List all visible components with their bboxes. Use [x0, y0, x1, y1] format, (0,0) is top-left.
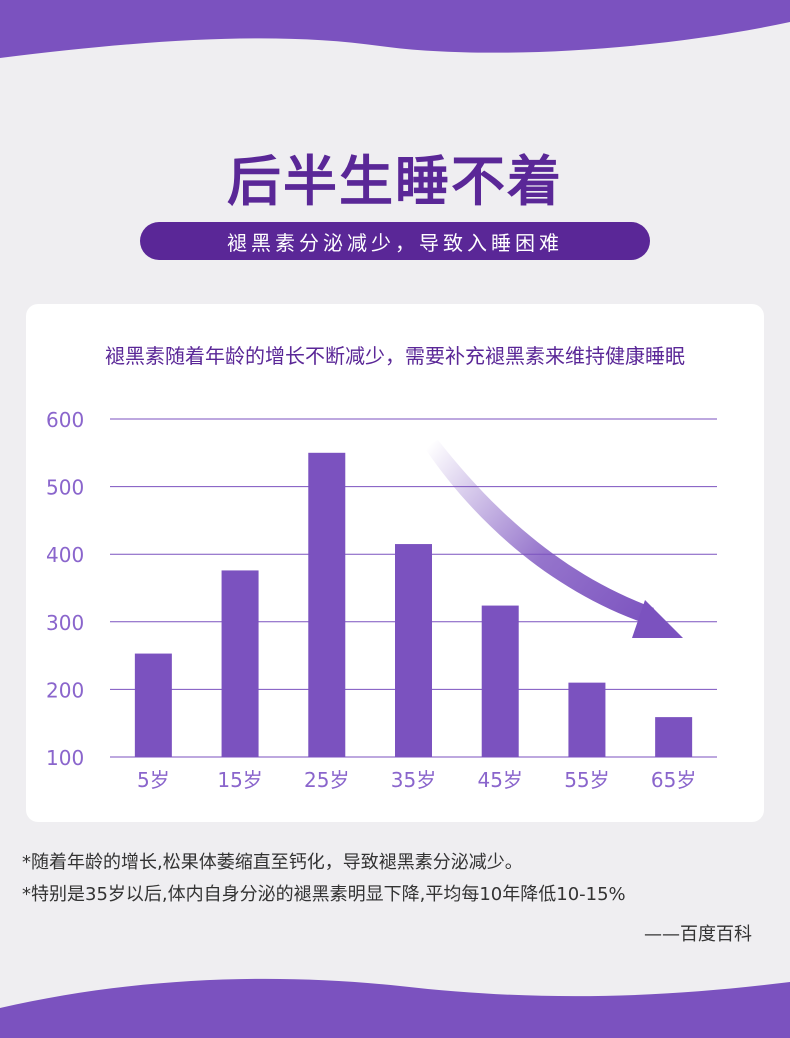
trend-arrow-shaft	[424, 440, 654, 622]
footnote-2: *特别是35岁以后,体内自身分泌的褪黑素明显下降,平均每10年降低10-15%	[22, 884, 626, 905]
bar-5岁	[134, 653, 172, 757]
x-tick-label: 5岁	[137, 768, 170, 792]
bar-15岁	[221, 570, 259, 757]
bar-65岁	[655, 717, 693, 757]
bar-35岁	[395, 544, 432, 757]
trend-arrow-head	[632, 600, 683, 638]
x-tick-label: 55岁	[564, 768, 609, 792]
bar-25岁	[308, 452, 346, 757]
bottom-wave-decoration	[0, 978, 790, 1038]
chart-title: 褪黑素随着年龄的增长不断减少，需要补充褪黑素来维持健康睡眠	[105, 344, 685, 368]
y-tick-label: 300	[46, 611, 84, 635]
x-tick-label: 15岁	[217, 768, 262, 792]
bar-chart: 600 500 400 300 200 100 5岁 15岁 25岁 35岁 45岁 55岁 65岁	[46, 408, 717, 792]
x-tick-label: 35岁	[391, 768, 436, 792]
y-tick-label: 600	[46, 408, 84, 432]
x-tick-label: 25岁	[304, 768, 349, 792]
bar-45岁	[481, 605, 519, 757]
subtitle-text: 褪黑素分泌减少，导致入睡困难	[227, 230, 563, 255]
chart-card: 褪黑素随着年龄的增长不断减少，需要补充褪黑素来维持健康睡眠 600 500 400 3…	[26, 304, 764, 822]
footnote-1: *随着年龄的增长,松果体萎缩直至钙化，导致褪黑素分泌减少。	[22, 852, 523, 873]
bar-55岁	[568, 682, 606, 757]
y-tick-label: 500	[46, 476, 84, 500]
top-wave-decoration	[0, 0, 790, 58]
x-tick-label: 45岁	[477, 768, 522, 792]
y-tick-label: 100	[46, 746, 84, 770]
y-tick-label: 400	[46, 543, 84, 567]
x-tick-label: 65岁	[651, 768, 696, 792]
main-title: 后半生睡不着	[227, 150, 563, 213]
source-credit: ——百度百科	[644, 924, 752, 945]
subtitle-banner: 褪黑素分泌减少，导致入睡困难	[140, 222, 650, 260]
y-tick-label: 200	[46, 678, 84, 702]
